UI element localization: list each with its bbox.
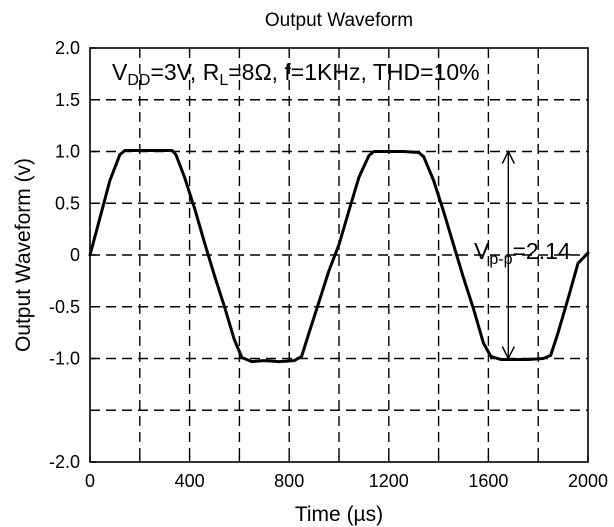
y-tick-label-1: 1.0 — [55, 142, 80, 162]
conditions-annotation: VDD=3V, RL=8Ω, f=1KHz, THD=10% — [112, 59, 480, 89]
y-tick-label--0_5: -0.5 — [49, 297, 80, 317]
series-line-output-waveform — [88, 149, 590, 364]
conditions-vdd-value: =3V, — [150, 59, 202, 85]
conditions-rest: =8Ω, f=1KHz, THD=10% — [228, 59, 479, 85]
vpp-value: =2.14 — [512, 238, 570, 264]
x-axis-label: Time (µs) — [295, 503, 383, 526]
vpp-arrow — [501, 149, 515, 361]
y-axis-label: Output Waveform (v) — [12, 158, 35, 352]
x-tick-label-0: 0 — [85, 471, 95, 491]
vpp-annotation: Vp-p=2.14 — [474, 238, 571, 268]
vpp-arrow-head-bottom — [501, 346, 515, 361]
vpp-subscript: p-p — [489, 251, 512, 268]
conditions-vdd: V — [112, 59, 128, 85]
y-tick-label-2: 2.0 — [55, 38, 80, 58]
conditions-rl: R — [203, 59, 220, 85]
x-tick-label-2000: 2000 — [568, 471, 608, 491]
conditions-vdd-subscript: DD — [127, 72, 150, 89]
chart-title: Output Waveform — [265, 10, 413, 31]
y-tick-label-0: 0 — [70, 245, 80, 265]
y-tick-label--2: -2.0 — [49, 452, 80, 472]
y-tick-label--1: -1.0 — [49, 349, 80, 369]
x-tick-label-1600: 1600 — [468, 471, 508, 491]
x-tick-label-400: 400 — [175, 471, 205, 491]
y-axis-ticks: 2.0 1.5 1.0 0.5 0 -0.5 -1.0 -2.0 — [49, 38, 96, 472]
vpp-label: V — [474, 238, 490, 264]
vpp-arrow-head-top — [501, 149, 515, 164]
y-tick-label-1_5: 1.5 — [55, 90, 80, 110]
grid-lines — [90, 48, 588, 462]
x-tick-label-1200: 1200 — [369, 471, 409, 491]
x-tick-label-800: 800 — [274, 471, 304, 491]
conditions-rl-subscript: L — [219, 72, 228, 89]
y-tick-label-0_5: 0.5 — [55, 193, 80, 213]
x-axis-ticks: 0 400 800 1200 1600 2000 — [85, 456, 608, 491]
